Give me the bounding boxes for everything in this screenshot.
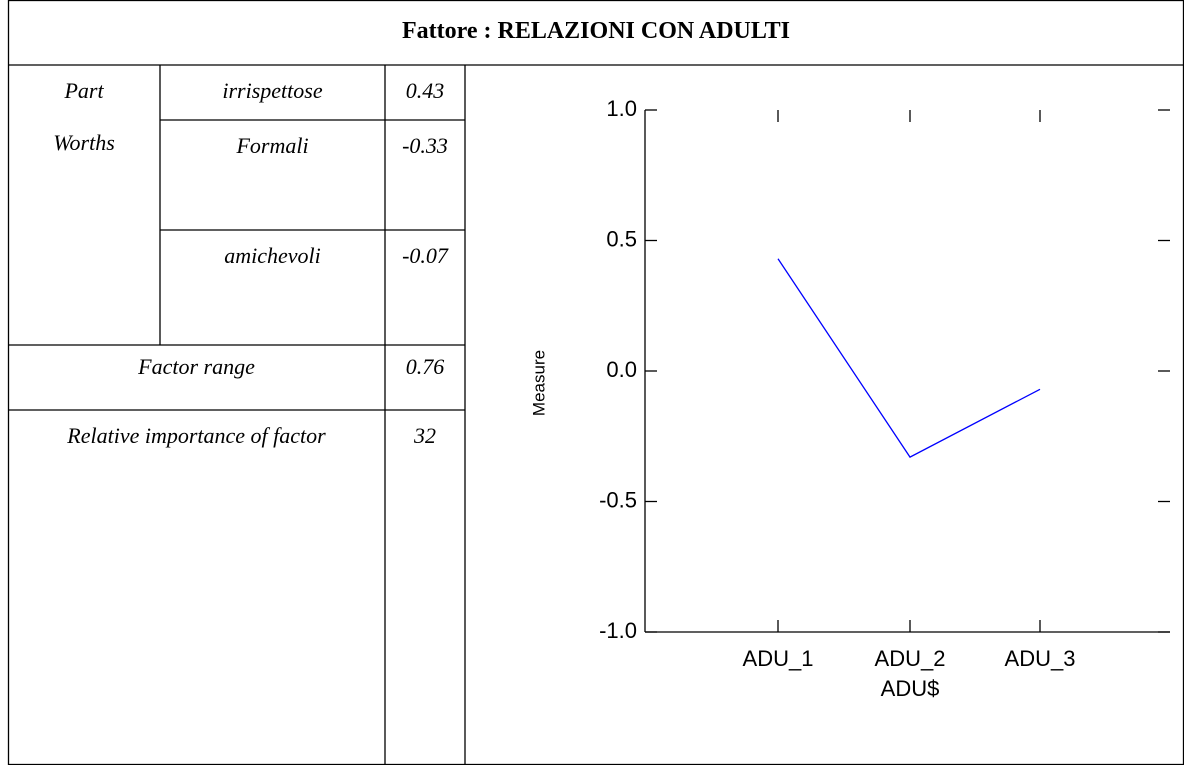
level-name: irrispettose <box>222 78 323 103</box>
y-tick-label: 0.5 <box>606 226 637 251</box>
y-tick-label: 0.0 <box>606 357 637 382</box>
level-name: Formali <box>236 133 309 158</box>
level-name: amichevoli <box>224 243 321 268</box>
importance-value: 32 <box>414 423 436 448</box>
level-value: -0.07 <box>402 243 448 268</box>
y-tick-label: -0.5 <box>599 487 637 512</box>
table-title: Fattore : RELAZIONI CON ADULTI <box>401 18 791 44</box>
part-worths-label: Part Worths <box>53 78 115 155</box>
factor-range-label: Factor range <box>138 354 255 379</box>
x-axis-label: ADU$ <box>881 676 940 701</box>
importance-label: Relative importance of factor <box>67 423 326 448</box>
chart: -1.0 -0.5 0.0 0.5 1.0 ADU_1 ADU_2 ADU_3 ADU$ Meas… <box>529 96 1170 701</box>
x-tick-label: ADU_1 <box>743 646 814 671</box>
y-tick-label: 1.0 <box>606 96 637 121</box>
level-value: -0.33 <box>402 133 448 158</box>
line-series <box>777 258 1041 458</box>
level-value: 0.43 <box>405 78 445 103</box>
y-tick-label: -1.0 <box>599 618 637 643</box>
x-tick-label: ADU_3 <box>1005 646 1076 671</box>
x-tick-label: ADU_2 <box>875 646 946 671</box>
y-axis-label: Measure <box>529 350 548 416</box>
factor-range-value: 0.76 <box>405 354 445 379</box>
